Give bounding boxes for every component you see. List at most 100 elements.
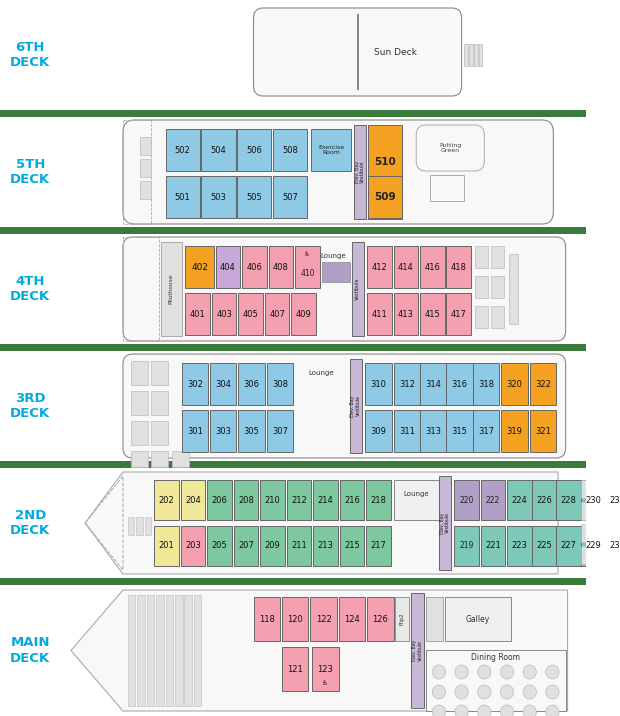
Bar [128,517,135,535]
Bar [128,595,135,706]
Bar [365,363,392,405]
Bar [368,125,402,219]
Text: 225: 225 [536,541,552,551]
Text: 226: 226 [536,495,552,505]
Text: 403: 403 [216,309,232,319]
Text: 406: 406 [247,263,262,271]
Text: 230: 230 [585,495,601,505]
Text: 301: 301 [187,427,203,435]
Circle shape [523,665,536,679]
Bar [491,276,504,298]
Bar [354,125,366,219]
Text: 5TH
DECK: 5TH DECK [10,158,50,186]
Bar [479,44,482,66]
Bar [156,595,164,706]
Bar [238,410,265,452]
Bar [311,129,351,171]
Bar [282,597,308,641]
Text: Exercise
Room: Exercise Room [318,145,344,155]
Bar [605,480,620,520]
Bar [151,421,169,445]
Text: 309: 309 [370,427,386,435]
Text: 217: 217 [370,541,386,551]
Bar [581,524,587,542]
Text: 502: 502 [175,145,190,155]
Bar [491,246,504,268]
Text: 224: 224 [512,495,527,505]
Bar [238,363,265,405]
Polygon shape [85,472,558,574]
Bar [322,262,350,282]
Circle shape [432,665,446,679]
Bar [420,293,445,335]
Text: Lounge: Lounge [320,253,346,259]
Text: 211: 211 [291,541,307,551]
Bar [368,176,402,218]
Bar [282,647,308,691]
Bar [605,526,620,566]
Text: 213: 213 [317,541,334,551]
Bar [352,242,364,336]
Text: 317: 317 [478,427,494,435]
Bar [202,129,236,171]
Bar [312,647,339,691]
Bar [473,410,500,452]
Bar [420,410,446,452]
Bar [420,363,446,405]
Bar [182,410,208,452]
Bar [367,293,392,335]
Bar [260,480,285,520]
Bar [0,227,587,234]
Bar [172,451,189,467]
Text: 318: 318 [478,379,494,389]
Text: 510: 510 [374,157,396,167]
Bar [350,359,362,453]
Circle shape [500,685,513,699]
Text: 418: 418 [451,263,467,271]
Bar [131,421,148,445]
FancyBboxPatch shape [123,120,554,224]
Bar [531,526,556,566]
Circle shape [546,705,559,716]
Text: 315: 315 [452,427,467,435]
Bar [151,451,169,467]
Text: 319: 319 [507,427,523,435]
Text: 314: 314 [425,379,441,389]
Text: 308: 308 [272,379,288,389]
Bar [207,480,232,520]
Bar [446,363,473,405]
Bar [365,410,392,452]
Text: Flip2: Flip2 [399,613,404,625]
Text: 223: 223 [512,541,527,551]
Bar [237,176,272,218]
Bar [581,546,587,564]
Text: 123: 123 [317,664,334,674]
FancyBboxPatch shape [123,354,565,458]
Bar [473,363,500,405]
Bar [238,293,263,335]
Circle shape [477,705,491,716]
Bar [166,129,200,171]
Bar [202,176,236,218]
Bar [234,480,259,520]
Bar [267,363,293,405]
Bar [0,578,587,585]
Bar [581,480,605,520]
Text: 412: 412 [371,263,388,271]
Bar [394,480,439,520]
Bar [474,44,477,66]
Text: 402: 402 [191,263,208,271]
Bar [295,246,320,288]
Bar [131,361,148,385]
Bar [480,480,505,520]
Bar [140,137,151,155]
Text: 507: 507 [283,193,298,201]
Text: 313: 313 [425,427,441,435]
Bar [446,293,471,335]
FancyBboxPatch shape [123,237,565,341]
Text: 405: 405 [243,309,259,319]
Bar [166,595,173,706]
Text: 416: 416 [424,263,440,271]
Bar [154,480,179,520]
Bar [286,480,311,520]
